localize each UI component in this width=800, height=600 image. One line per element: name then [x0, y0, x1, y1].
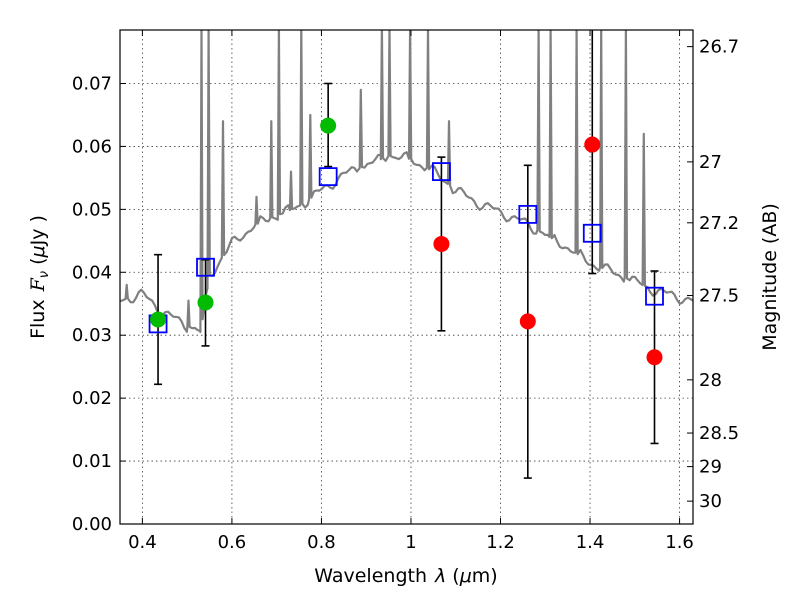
model-flux-square: [196, 257, 215, 277]
model-flux-square: [518, 204, 538, 224]
y2-tick-label: 28.5: [699, 423, 739, 444]
y2-tick-label: 26.7: [699, 37, 739, 58]
y2-tick-label: 28: [699, 370, 722, 391]
x-axis-title: Wavelength λ (μm): [314, 565, 497, 587]
x-tick-label: 0.6: [218, 532, 247, 553]
y-tick-label: 0.00: [72, 514, 112, 535]
y2-tick-label: 27.5: [699, 286, 739, 307]
x-tick-label: 1: [405, 532, 416, 553]
y2-axis-ticks: 26.7 27 27.2 27.5 28 28.5 29 30: [687, 37, 739, 512]
x-tick-label: 1.4: [576, 532, 605, 553]
y-tick-label: 0.06: [72, 136, 112, 157]
x-tick-label: 1.2: [486, 532, 515, 553]
y2-tick-label: 27.2: [699, 213, 739, 234]
y-tick-label: 0.05: [72, 199, 112, 220]
y2-tick-label: 27: [699, 152, 722, 173]
observed-flux-point: [197, 294, 214, 311]
x-tick-label: 0.4: [128, 532, 157, 553]
y-axis-title: FluxFν (μJy ): [27, 215, 52, 339]
model-flux-square: [645, 286, 664, 306]
data-markers: [148, 117, 664, 366]
observed-flux-point: [320, 117, 337, 134]
y-tick-label: 0.04: [72, 262, 112, 283]
y-tick-label: 0.07: [72, 73, 112, 94]
observed-flux-point: [433, 235, 450, 252]
y2-axis-title: Magnitude (AB): [759, 203, 781, 351]
plot-frame: [119, 29, 694, 525]
model-flux-square: [432, 162, 451, 181]
y-tick-label: 0.02: [72, 388, 112, 409]
observed-flux-point: [150, 311, 167, 328]
y-tick-label: 0.01: [72, 451, 112, 472]
x-axis-ticks: 0.4 0.6 0.8 1 1.2 1.4 1.6: [128, 30, 694, 553]
y2-tick-label: 30: [699, 491, 722, 512]
y-axis-ticks: 0.00 0.01 0.02 0.03 0.04 0.05 0.06 0.07: [72, 73, 126, 535]
observed-flux-point: [584, 136, 601, 153]
observed-flux-point: [519, 313, 536, 330]
y2-tick-label: 29: [699, 457, 722, 478]
model-flux-square: [318, 167, 338, 187]
x-tick-label: 0.8: [307, 532, 336, 553]
y-tick-label: 0.03: [72, 325, 112, 346]
model-flux-square: [582, 223, 602, 243]
x-tick-label: 1.6: [665, 532, 694, 553]
observed-flux-point: [646, 349, 663, 366]
